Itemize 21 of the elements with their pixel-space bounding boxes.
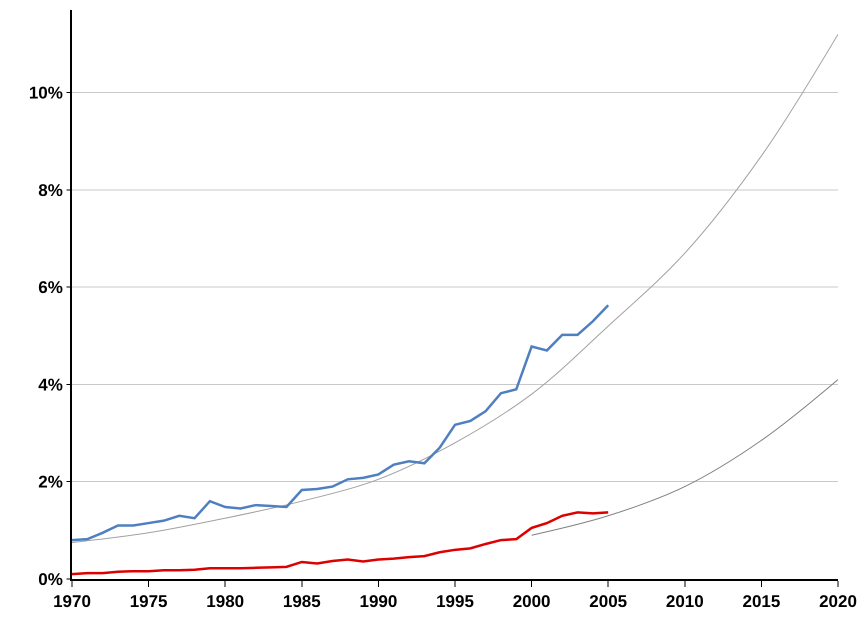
y-tick-label: 2%	[38, 472, 63, 492]
line-series	[72, 34, 838, 544]
line-series	[72, 511, 610, 576]
y-tick-label: 10%	[28, 84, 63, 103]
x-tick-label: 1985	[282, 592, 321, 612]
x-tick-label: 2000	[512, 592, 551, 612]
y-tick-label: 8%	[38, 180, 63, 200]
y-tick-label: 6%	[38, 278, 63, 298]
y-tick-label: 0%	[38, 570, 63, 589]
x-tick-label: 2020	[819, 592, 857, 612]
x-tick-label: 1995	[436, 592, 474, 612]
line-series	[72, 304, 610, 542]
x-tick-label: 1980	[206, 592, 244, 612]
y-tick-label: 4%	[38, 375, 63, 394]
x-tick-label: 1990	[359, 592, 398, 612]
x-tick-label: 2010	[666, 592, 704, 612]
x-tick-label: 2015	[742, 592, 780, 612]
x-tick-label: 2005	[589, 592, 628, 612]
line-series	[531, 379, 838, 536]
x-tick-label: 1975	[130, 592, 168, 612]
x-tick-label: 1970	[53, 592, 91, 612]
